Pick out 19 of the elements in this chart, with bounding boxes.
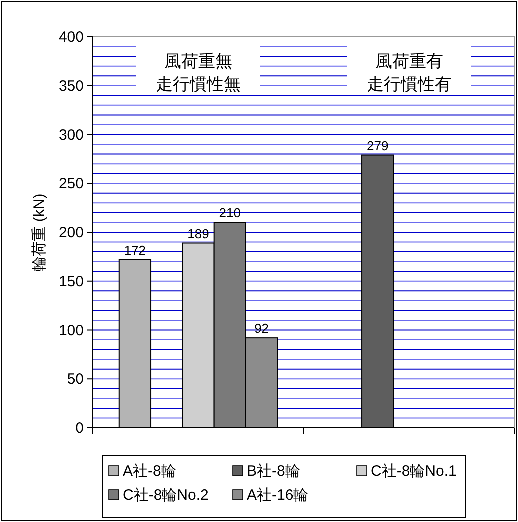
annotation: 風荷重有 bbox=[376, 52, 444, 71]
legend-label: C社-8輪No.1 bbox=[371, 463, 457, 480]
y-tick-label: 50 bbox=[67, 371, 84, 388]
y-tick-label: 0 bbox=[76, 420, 84, 437]
annotation: 風荷重無 bbox=[164, 52, 232, 71]
y-tick-label: 400 bbox=[58, 29, 84, 46]
y-tick-label: 250 bbox=[58, 176, 84, 193]
annotation: 走行慣性無 bbox=[156, 75, 241, 94]
legend-label: A社-8輪 bbox=[123, 463, 176, 480]
legend-label: A社-16輪 bbox=[247, 487, 309, 504]
y-axis-title: 輪荷重 (kN) bbox=[31, 194, 48, 272]
y-tick-label: 100 bbox=[58, 322, 84, 340]
legend-label: C社-8輪No.2 bbox=[123, 487, 209, 504]
annotation: 走行慣性有 bbox=[367, 75, 452, 94]
legend-label: B社-8輪 bbox=[247, 463, 300, 480]
y-tick-label: 200 bbox=[58, 224, 84, 242]
y-tick-label: 300 bbox=[58, 126, 84, 144]
y-tick-label: 150 bbox=[58, 273, 84, 290]
y-tick-label: 350 bbox=[58, 78, 84, 95]
